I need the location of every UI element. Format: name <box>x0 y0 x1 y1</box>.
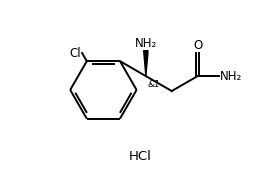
Text: Cl: Cl <box>69 47 81 60</box>
Text: NH₂: NH₂ <box>135 37 157 50</box>
Text: &1: &1 <box>148 80 161 89</box>
Text: HCl: HCl <box>129 150 151 163</box>
Text: O: O <box>193 39 202 52</box>
Text: NH₂: NH₂ <box>220 70 242 83</box>
Polygon shape <box>144 51 148 76</box>
